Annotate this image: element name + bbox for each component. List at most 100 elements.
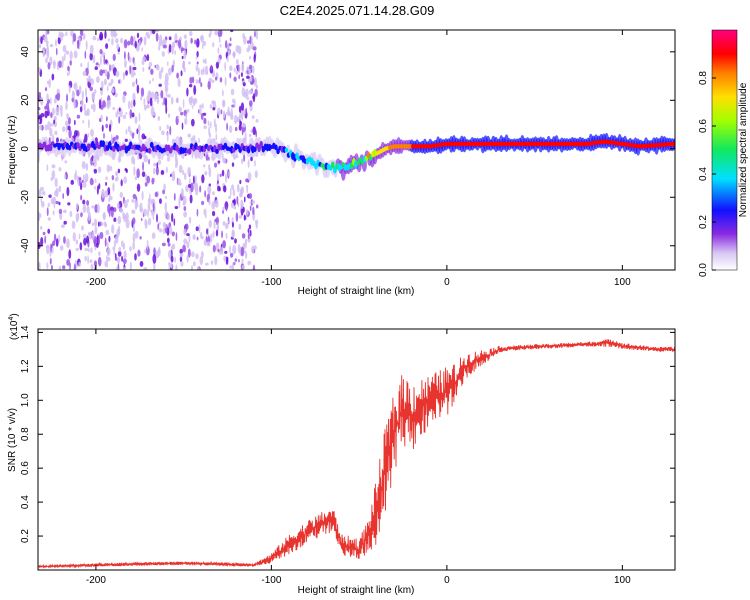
spectrogram-noise-cell [166,156,171,162]
spectrogram-noise-cell [134,176,138,181]
spectrogram-noise-cell [140,87,145,97]
spectrogram-noise-cell [116,202,120,209]
spectrogram-noise-cell [119,206,123,214]
colorbar: 0.0 0.2 0.4 0.6 0.8 Normalized spectral ampl… [698,29,749,277]
spectrogram-noise-cell [225,205,228,212]
spectrogram-noise-cell [111,37,114,46]
spectrogram-noise-cell [184,117,188,126]
spectrogram-noise-cell [49,251,52,258]
spectrogram-noise-cell [55,200,59,205]
spectrogram-noise-cell [150,68,154,75]
spectrogram-noise-cell [246,185,249,194]
spectrogram-noise-cell [72,232,76,242]
spectrogram-x-ticks: -200 -100 0 100 [86,30,631,288]
spectrogram-ridge-cell [284,147,289,153]
spectrogram-noise-cell [187,133,192,138]
spectrogram-noise-cell [231,162,235,167]
spectrogram-noise-cell [68,249,72,260]
spectrogram-noise-cell [117,154,122,163]
spectrogram-noise-cell [168,36,172,41]
spectrogram-noise-cell [211,100,216,105]
spectrogram-noise-cell [66,259,71,266]
spectrogram-noise-cell [249,229,252,237]
spectrogram-noise-cell [156,213,158,223]
spectrogram-noise-cell [63,53,66,62]
spectrogram-noise-cell [123,267,126,270]
spectrogram-noise-cell [177,182,182,186]
spectrogram-noise-cell [253,53,256,63]
spectrogram-noise-cell [158,228,163,233]
spectrogram-noise-cell [99,55,102,66]
spectrogram-noise-cell [138,130,141,141]
spectrogram-noise-layer [38,30,259,270]
spectrogram-noise-cell [224,61,227,71]
spectrogram-noise-cell [210,64,213,71]
spectrogram-noise-cell [235,70,239,75]
spectrogram-noise-cell [57,36,61,45]
spectrogram-noise-cell [222,240,227,249]
spectrogram-noise-cell [45,245,50,249]
spectrogram-noise-cell [114,92,118,98]
spectrogram-noise-cell [62,44,67,53]
spectrogram-noise-cell [188,234,191,243]
spectrogram-noise-cell [136,128,139,135]
spectrogram-noise-cell [237,202,240,208]
spectrogram-noise-cell [226,122,229,131]
spectrogram-noise-cell [222,99,226,108]
spectrogram-noise-cell [68,85,71,94]
spectrogram-noise-cell [243,153,246,162]
spectrogram-noise-cell [63,236,66,244]
spectrogram-noise-cell [105,123,108,129]
spectrogram-noise-cell [55,47,58,56]
spectrogram-noise-cell [215,61,219,69]
spectrogram-noise-cell [190,182,194,193]
spectrogram-noise-cell [148,61,153,67]
spectrogram-noise-cell [204,171,208,176]
spectrogram-noise-cell [72,32,77,42]
spectrogram-noise-cell [254,30,256,38]
spectrogram-noise-cell [67,125,71,131]
spectrogram-noise-cell [224,40,228,49]
spectrogram-noise-cell [40,97,44,106]
spectrogram-noise-cell [233,76,237,82]
spectrogram-noise-cell [199,106,202,116]
spectrogram-ridge-cell [234,142,238,151]
snr-x-tick-label: 100 [614,575,631,586]
spectrogram-noise-cell [174,50,176,56]
spectrogram-noise-cell [73,99,76,109]
spectrogram-noise-cell [215,133,218,141]
spectrogram-noise-cell [214,199,219,208]
spectrogram-noise-cell [123,200,128,209]
spectrogram-noise-cell [188,183,192,188]
spectrogram-noise-cell [90,247,93,254]
spectrogram-noise-cell [70,179,75,185]
spectrogram-noise-cell [212,191,215,196]
spectrogram-noise-cell [56,91,61,102]
spectrogram-noise-cell [246,96,250,101]
spectrogram-noise-cell [151,232,156,240]
spectrogram-noise-cell [76,39,80,49]
spectrogram-noise-cell [86,199,90,206]
spectrogram-noise-cell [171,64,174,73]
spectrogram-noise-cell [46,262,49,269]
spectrogram-noise-cell [238,64,241,74]
spectrogram-noise-cell [110,209,114,218]
spectrogram-noise-cell [111,87,115,94]
spectrogram-noise-cell [230,88,235,96]
spectrogram-noise-cell [233,67,236,72]
spectrogram-noise-cell [141,171,146,178]
spectrogram-noise-cell [125,128,128,135]
spectrogram-noise-cell [229,112,232,117]
spectrogram-noise-cell [155,32,159,42]
spectrogram-noise-cell [131,112,135,118]
spectrogram-noise-cell [207,81,211,90]
spectrogram-noise-cell [151,30,156,35]
spectrogram-noise-cell [255,204,259,209]
spectrogram-noise-cell [227,49,232,56]
spectrogram-noise-cell [204,190,207,198]
spectrogram-ridge-cell [67,144,72,151]
snr-y-tick-label: 0.6 [20,461,31,475]
spectrogram-noise-cell [39,225,43,230]
spectrogram-noise-cell [241,127,244,136]
spectrogram-noise-cell [175,158,179,167]
